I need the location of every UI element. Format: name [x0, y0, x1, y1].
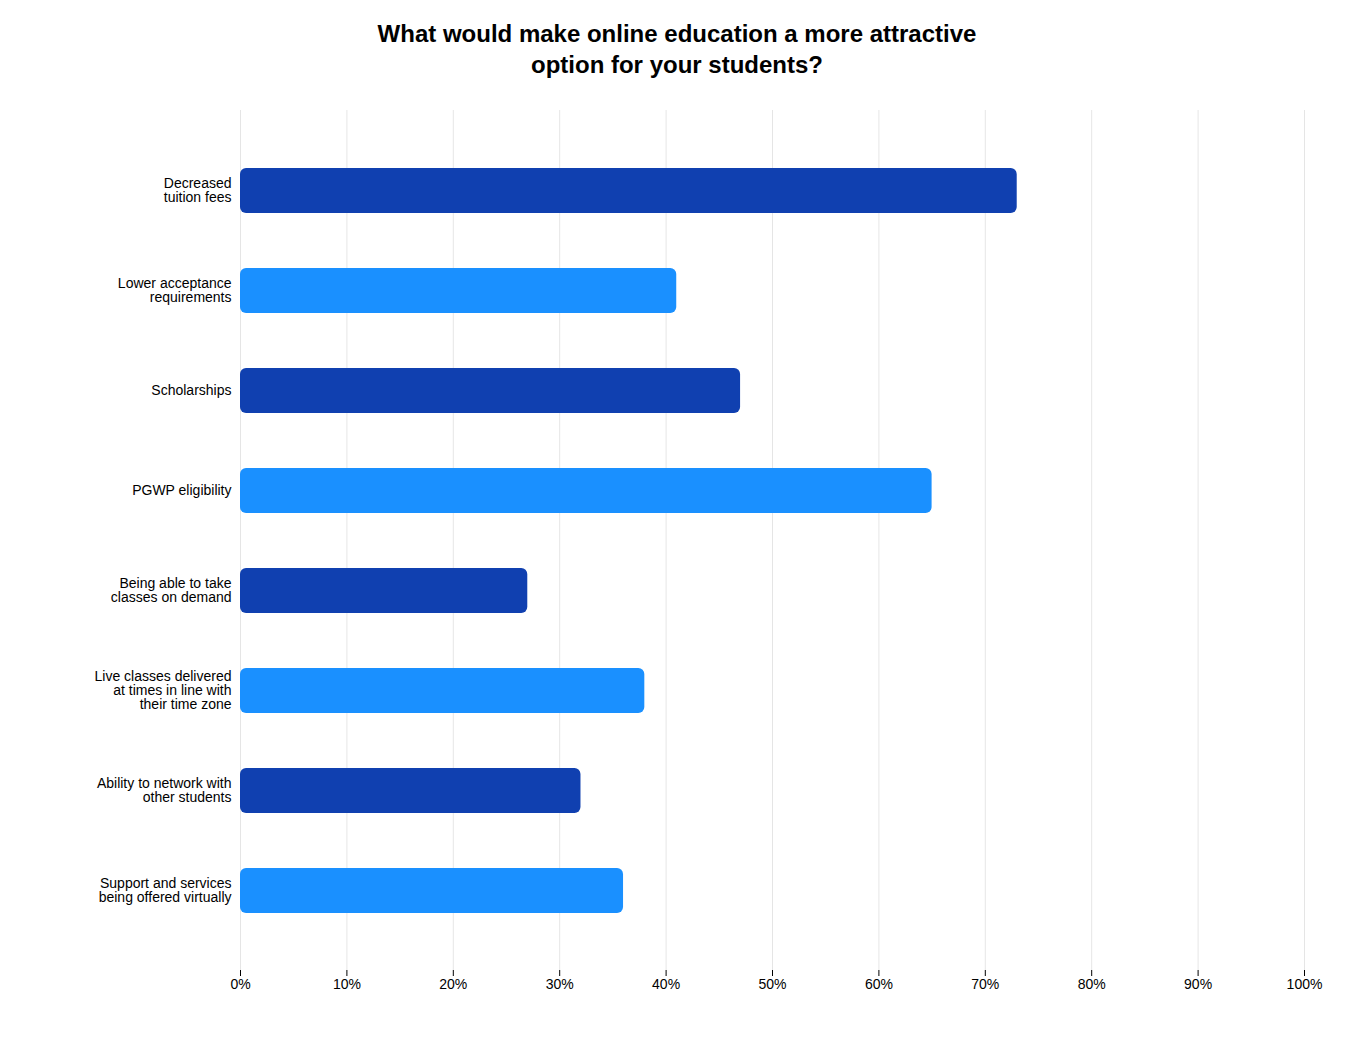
svg-text:Support and servicesbeing offe: Support and servicesbeing offered virtua…	[99, 876, 232, 906]
svg-text:Decreasedtuition fees: Decreasedtuition fees	[164, 176, 232, 206]
svg-text:60%: 60%	[865, 977, 893, 993]
svg-text:90%: 90%	[1184, 977, 1212, 993]
svg-text:30%: 30%	[546, 977, 574, 993]
svg-text:50%: 50%	[758, 977, 786, 993]
svg-text:20%: 20%	[439, 977, 467, 993]
svg-text:PGWP eligibility: PGWP eligibility	[132, 483, 231, 499]
svg-text:100%: 100%	[1287, 977, 1323, 993]
svg-text:70%: 70%	[971, 977, 999, 993]
svg-text:Live classes deliveredat times: Live classes deliveredat times in line w…	[95, 669, 232, 713]
html-text:What would make online educati: What would make online education a more …	[377, 20, 977, 79]
svg-text:Ability to network withother s: Ability to network withother students	[97, 776, 232, 806]
svg-text:Being able to takeclasses on d: Being able to takeclasses on demand	[111, 576, 232, 606]
svg-text:Lower acceptancerequirements: Lower acceptancerequirements	[118, 276, 232, 306]
svg-text:40%: 40%	[652, 977, 680, 993]
svg-text:10%: 10%	[333, 977, 361, 993]
svg-text:0%: 0%	[230, 977, 250, 993]
svg-text:80%: 80%	[1078, 977, 1106, 993]
svg-text:Scholarships: Scholarships	[151, 383, 231, 399]
